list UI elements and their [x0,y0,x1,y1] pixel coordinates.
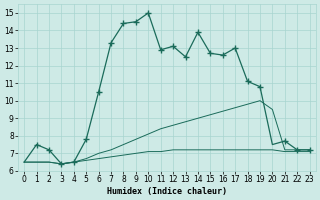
X-axis label: Humidex (Indice chaleur): Humidex (Indice chaleur) [107,187,227,196]
